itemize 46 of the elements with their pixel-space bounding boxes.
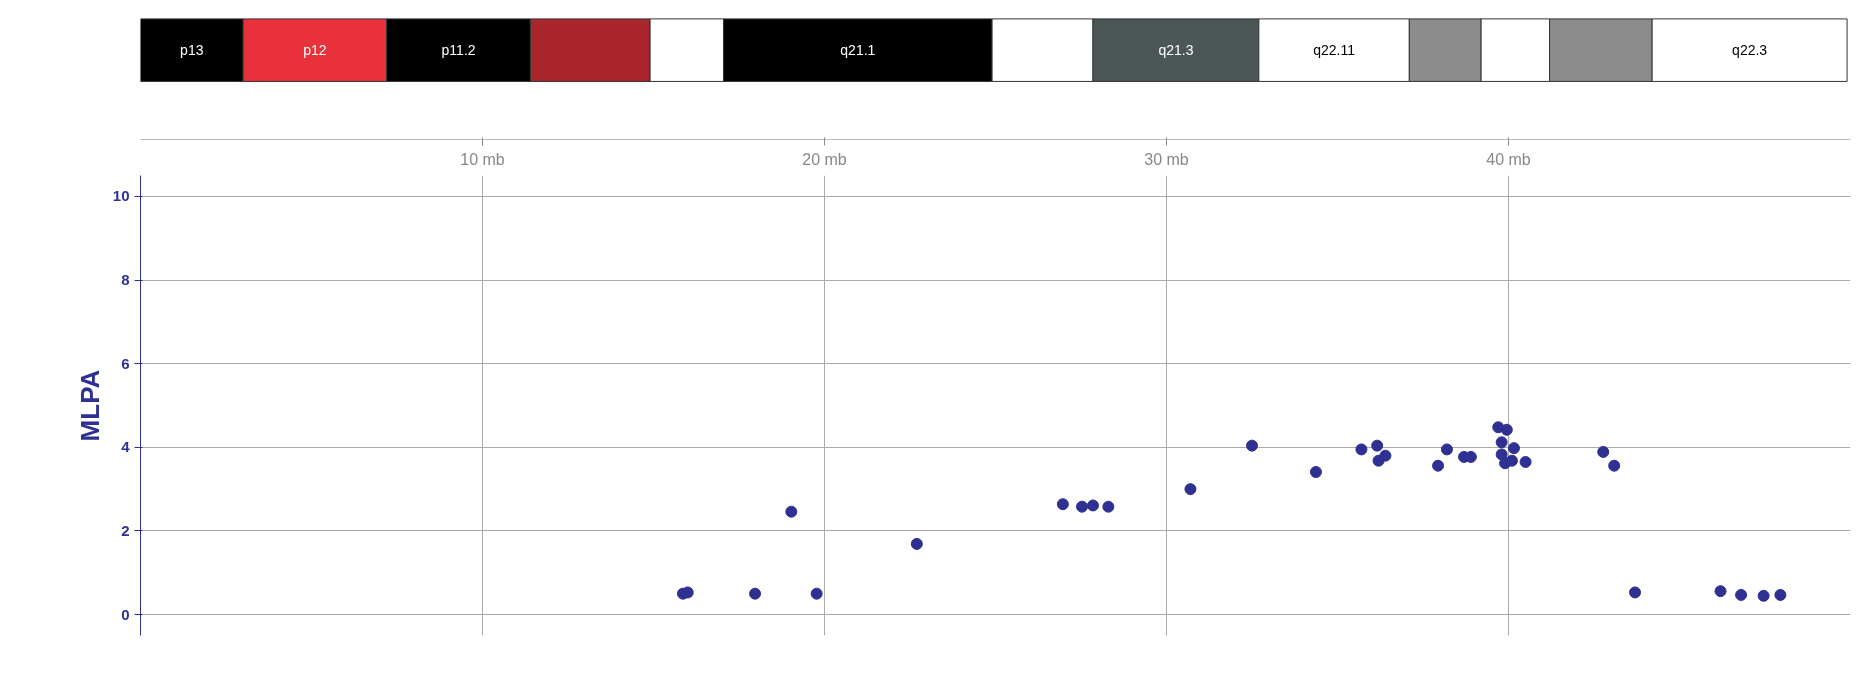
point [1432,459,1445,472]
point [1076,500,1089,513]
point [1735,588,1748,601]
y-tick-label: 2 [121,521,130,539]
series-label: p13 [180,42,204,59]
point [1102,500,1115,513]
point [1597,445,1610,458]
point [1086,499,1099,512]
series-label: p12 [303,42,327,59]
point [1500,423,1513,436]
point [1495,436,1508,449]
point [1757,589,1770,602]
point [1309,466,1322,478]
series-label: q21.3 [1158,42,1194,59]
y-tick-label: 4 [121,438,131,456]
series-label: q22.3 [1732,42,1768,59]
point [1440,443,1453,456]
x-tick-label: 30 mb [1144,150,1189,168]
x-tick-label: 40 mb [1486,150,1531,168]
y-tick-label: 6 [121,354,130,372]
point [785,505,798,518]
y-axis-title: MLPA [74,369,105,442]
point [1056,498,1069,511]
point [1519,455,1532,468]
series-label: q22.11 [1313,42,1356,59]
y-tick-label: 10 [112,187,130,205]
point [1246,439,1258,452]
point [810,587,823,600]
point [1629,586,1642,599]
point [1371,439,1384,452]
point [1774,588,1787,601]
y-tick-label: 0 [121,605,130,623]
series-label: q21.1 [840,42,876,59]
point [1184,483,1197,496]
point [1379,449,1392,462]
point [1505,454,1518,467]
y-tick-label: 8 [121,271,130,289]
point [749,587,762,600]
x-tick-label: 10 mb [460,150,505,168]
point [1355,443,1368,456]
x-tick-label: 20 mb [802,150,847,168]
point [1714,585,1727,598]
point [1608,459,1621,472]
series-label: p11.2 [441,42,476,59]
point [1507,442,1520,455]
point [910,537,923,550]
